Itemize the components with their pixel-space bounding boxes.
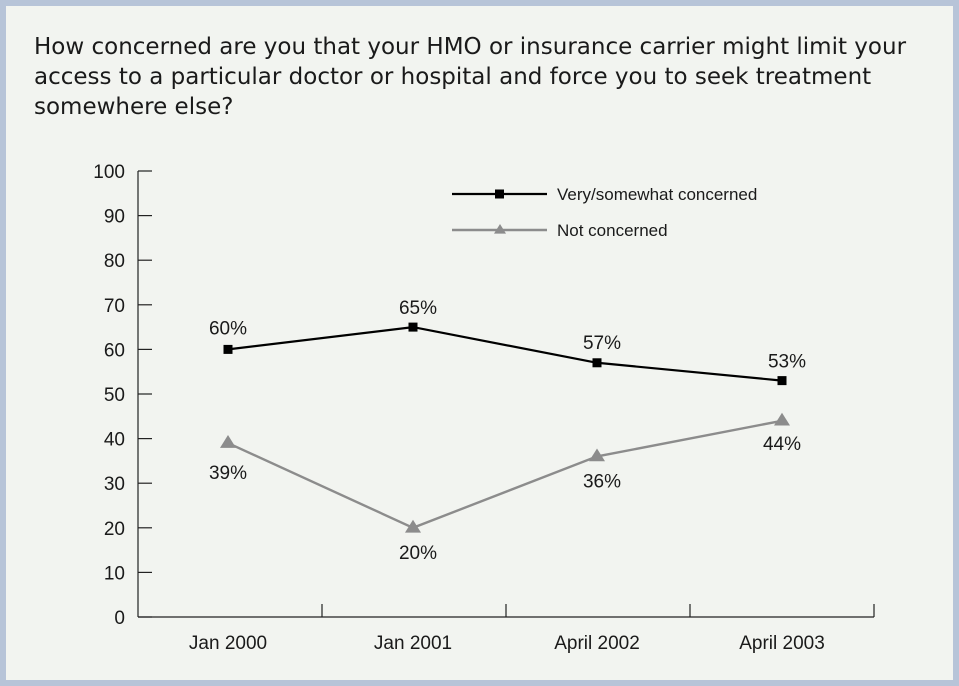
data-label: 65% bbox=[399, 298, 437, 319]
data-point bbox=[223, 344, 233, 354]
legend-marker bbox=[495, 189, 504, 199]
data-label: 39% bbox=[209, 463, 247, 484]
chart-legend: Very/somewhat concerned Not concerned bbox=[452, 185, 757, 240]
y-tick-label: 10 bbox=[104, 563, 125, 584]
data-point bbox=[777, 376, 787, 386]
y-tick-label: 80 bbox=[104, 251, 125, 272]
data-point bbox=[405, 519, 421, 533]
data-label: 44% bbox=[763, 434, 801, 455]
data-point bbox=[220, 435, 236, 448]
series-line-very-somewhat-concerned bbox=[227, 325, 783, 382]
y-tick-label: 60 bbox=[104, 340, 125, 361]
data-point bbox=[589, 448, 605, 462]
series-line-not-concerned bbox=[227, 419, 783, 530]
y-tick-label: 90 bbox=[104, 207, 125, 228]
chart-series: 60% 65% 57% 53% 39% 20% 36% 44% bbox=[209, 298, 806, 564]
y-tick-label: 100 bbox=[93, 162, 125, 183]
x-tick-label: April 2002 bbox=[554, 633, 640, 654]
y-tick-label: 0 bbox=[114, 608, 125, 629]
y-tick-label: 70 bbox=[104, 296, 125, 317]
chart-axes: 0 10 20 30 40 50 60 70 80 90 100 Jan 2000 Jan 2001 Ap… bbox=[93, 162, 875, 654]
y-tick-label: 30 bbox=[104, 474, 125, 495]
y-tick-label: 20 bbox=[104, 519, 125, 540]
data-point bbox=[408, 322, 418, 332]
y-tick-label: 50 bbox=[104, 385, 125, 406]
legend-label: Not concerned bbox=[557, 221, 668, 240]
question-text: How concerned are you that your HMO or i… bbox=[34, 34, 907, 120]
x-tick-label: Jan 2001 bbox=[374, 633, 452, 654]
data-point bbox=[774, 412, 790, 426]
x-tick-label: April 2003 bbox=[739, 633, 825, 654]
data-label: 60% bbox=[209, 318, 247, 339]
y-tick-label: 40 bbox=[104, 430, 125, 451]
data-point bbox=[592, 358, 602, 368]
data-label: 20% bbox=[399, 543, 437, 564]
legend-label: Very/somewhat concerned bbox=[557, 185, 757, 204]
data-label: 36% bbox=[583, 471, 621, 492]
x-tick-label: Jan 2000 bbox=[189, 633, 267, 654]
legend-marker bbox=[494, 224, 506, 234]
data-label: 57% bbox=[583, 333, 621, 354]
data-label: 53% bbox=[768, 352, 806, 373]
